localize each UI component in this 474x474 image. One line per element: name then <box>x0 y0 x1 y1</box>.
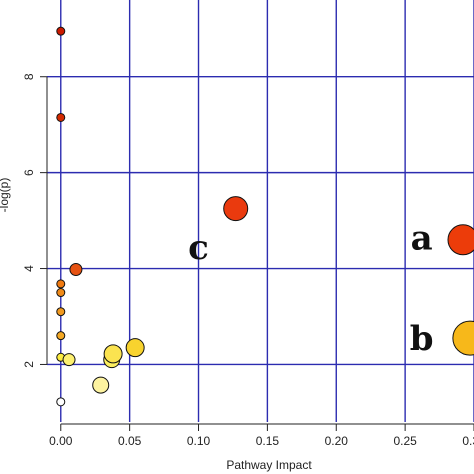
y-tick-label-2: 6 <box>22 169 36 176</box>
x-tick-label-4: 0.20 <box>325 434 349 448</box>
x-tick-label-5: 0.25 <box>393 434 417 448</box>
y-tick-label-0: 2 <box>22 361 36 368</box>
data-point-14 <box>223 196 249 222</box>
y-axis-title: -log(p) <box>0 178 11 213</box>
x-tick-label-0: 0.00 <box>49 434 73 448</box>
annotation-c: c <box>188 228 209 268</box>
data-point-2 <box>56 279 66 289</box>
y-tick-label-3: 8 <box>22 73 36 80</box>
y-tick-label-1: 4 <box>22 265 36 272</box>
data-point-16 <box>452 320 474 356</box>
data-point-3 <box>56 288 66 298</box>
data-point-9 <box>62 353 76 367</box>
points-layer <box>56 26 474 407</box>
data-point-4 <box>56 307 66 317</box>
data-point-5 <box>56 331 66 341</box>
x-axis-title: Pathway Impact <box>226 458 312 472</box>
x-tick-label-1: 0.05 <box>118 434 142 448</box>
annotation-layer: a b c <box>188 218 433 359</box>
data-point-12 <box>103 344 123 364</box>
data-point-1 <box>56 112 66 122</box>
data-point-10 <box>92 376 110 394</box>
annotation-b: b <box>410 319 434 359</box>
data-point-0 <box>56 26 66 36</box>
x-tick-label-3: 0.15 <box>256 434 280 448</box>
annotation-a: a <box>411 218 433 258</box>
data-point-7 <box>56 397 66 407</box>
x-tick-label-2: 0.10 <box>187 434 211 448</box>
data-point-15 <box>447 224 474 256</box>
data-point-8 <box>69 263 83 277</box>
data-point-13 <box>125 338 145 358</box>
x-tick-label-6: 0.30 <box>462 434 474 448</box>
axis-layer: 2 4 6 8 0.00 0.05 0.10 0.15 0.20 0.25 0.30 <box>22 73 474 448</box>
